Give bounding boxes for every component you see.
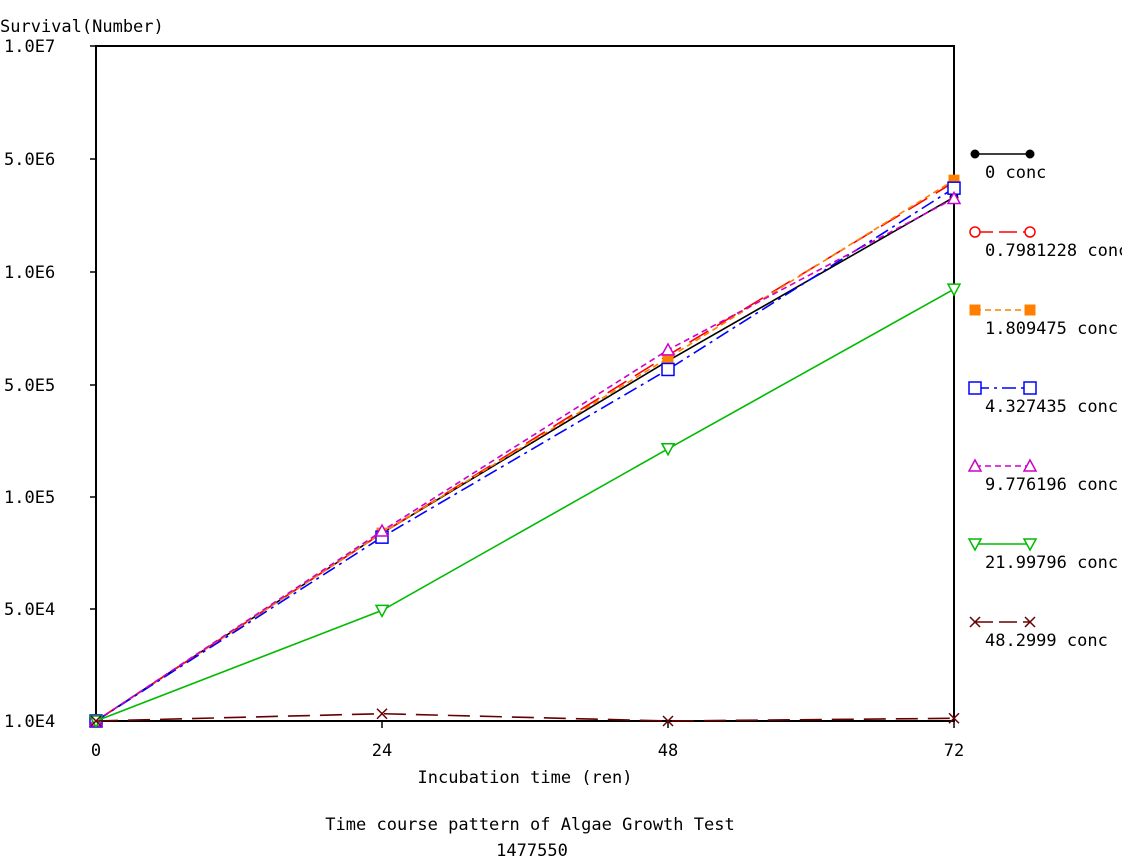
legend-entry: 4.327435 conc <box>968 381 1118 417</box>
series <box>90 708 960 727</box>
chart-title: Time course pattern of Algae Growth Test <box>325 815 734 835</box>
y-axis-ticks: 1.0E4 5.0E4 1.0E5 5.0E5 1.0E6 5.0E6 1.0E7 <box>4 37 96 732</box>
y-tick-label: 1.0E5 <box>4 488 55 508</box>
y-tick-label: 1.0E6 <box>4 263 55 283</box>
data-point <box>1022 538 1038 552</box>
series-layer <box>88 174 962 729</box>
legend-entry: 0.7981228 conc <box>969 226 1122 261</box>
series <box>88 283 962 729</box>
legend-label: 48.2999 conc <box>985 631 1108 651</box>
data-point <box>1024 226 1036 238</box>
legend-label: 0 conc <box>985 163 1046 183</box>
x-axis-label: Incubation time (ren) <box>418 768 633 788</box>
y-tick-label: 5.0E5 <box>4 376 55 396</box>
data-point <box>946 190 962 205</box>
data-point <box>1024 616 1036 628</box>
data-point <box>662 715 674 727</box>
legend-entry: 1.809475 conc <box>969 304 1118 339</box>
x-axis-ticks: 0 24 48 72 <box>91 721 964 761</box>
legend: 0 conc 0.7981228 conc 1.809475 conc 4.32743… <box>967 149 1122 651</box>
y-axis-label: Survival(Number) <box>0 17 164 37</box>
data-point <box>946 283 962 297</box>
data-point <box>969 304 981 316</box>
y-tick-label: 5.0E6 <box>4 150 55 170</box>
y-tick-label: 1.0E4 <box>4 712 55 732</box>
legend-entry: 0 conc <box>970 149 1046 183</box>
series <box>91 192 959 726</box>
data-point <box>967 538 983 552</box>
data-point <box>376 708 388 720</box>
plot-frame <box>95 45 955 722</box>
x-tick-label: 0 <box>91 741 101 761</box>
legend-entry: 9.776196 conc <box>967 458 1118 495</box>
series <box>88 190 962 727</box>
series <box>90 176 960 727</box>
data-point <box>968 381 982 395</box>
legend-entry: 48.2999 conc <box>969 616 1108 651</box>
series-line <box>95 196 955 722</box>
legend-label: 9.776196 conc <box>985 475 1118 495</box>
data-point <box>1023 381 1037 395</box>
data-point <box>970 149 980 159</box>
x-tick-label: 24 <box>372 741 392 761</box>
series-line <box>95 288 955 722</box>
series-line <box>95 179 955 722</box>
data-point <box>660 443 676 457</box>
x-tick-label: 72 <box>944 741 964 761</box>
legend-label: 1.809475 conc <box>985 319 1118 339</box>
data-point <box>1024 304 1036 316</box>
legend-label: 0.7981228 conc <box>985 241 1122 261</box>
x-tick-label: 48 <box>658 741 678 761</box>
legend-label: 21.99796 conc <box>985 553 1118 573</box>
data-point <box>969 226 981 238</box>
series-line <box>95 187 955 722</box>
data-point <box>969 616 981 628</box>
legend-label: 4.327435 conc <box>985 397 1118 417</box>
data-point <box>374 604 390 618</box>
chart-subtitle: 1477550 <box>496 841 568 861</box>
data-point <box>90 715 102 727</box>
y-tick-label: 5.0E4 <box>4 600 55 620</box>
series-line <box>95 197 955 722</box>
data-point <box>967 458 983 472</box>
data-point <box>948 712 960 724</box>
data-point <box>660 342 676 356</box>
data-point <box>1022 458 1038 472</box>
series-line <box>95 712 955 722</box>
data-point <box>1025 149 1035 159</box>
data-point <box>661 362 675 377</box>
series-line <box>95 181 955 722</box>
y-tick-label: 1.0E7 <box>4 37 55 57</box>
data-point <box>374 523 390 537</box>
legend-entry: 21.99796 conc <box>967 538 1118 573</box>
